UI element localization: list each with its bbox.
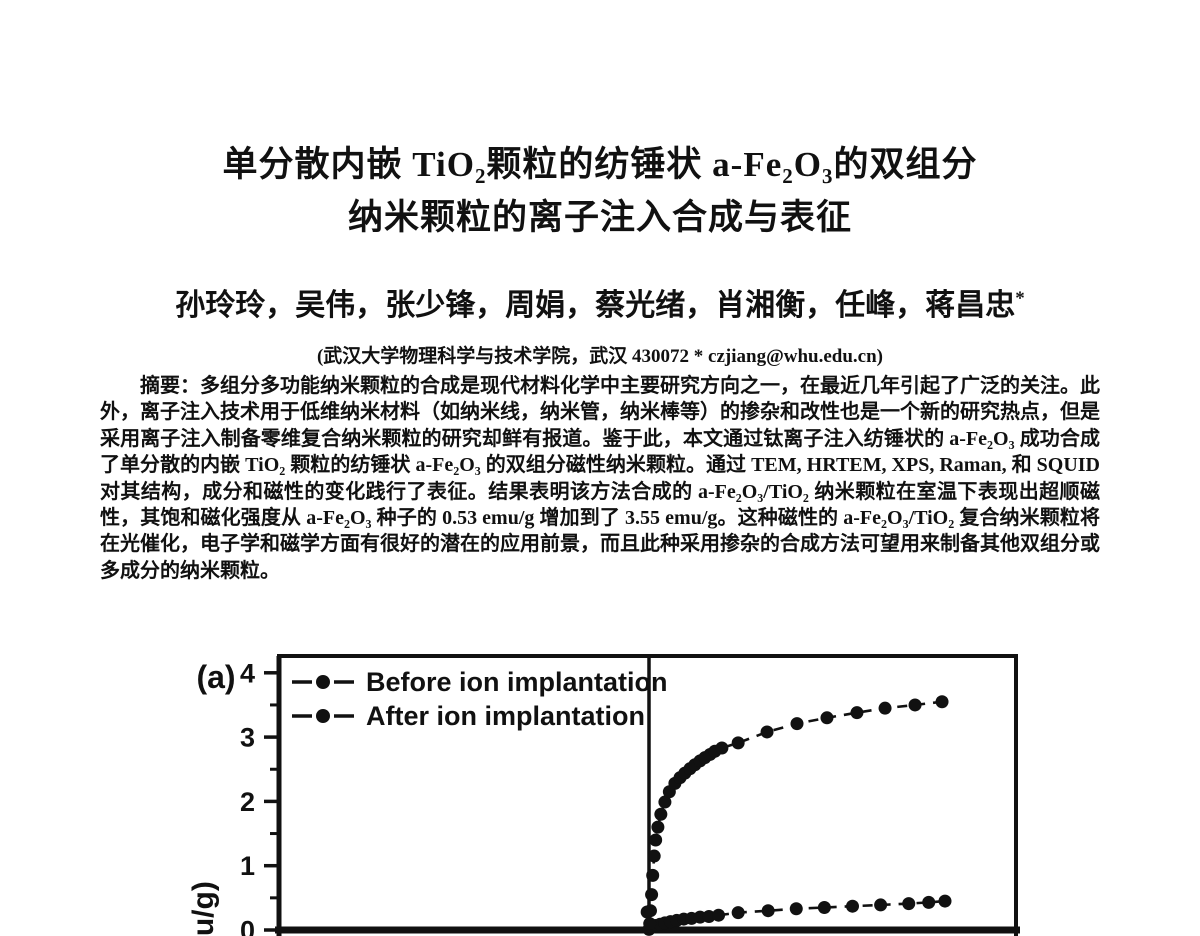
series-point-before <box>645 920 659 934</box>
legend-marker-dot <box>316 675 330 689</box>
y-axis-label: M (emu/g) <box>187 881 220 936</box>
series-point-after <box>683 762 697 776</box>
series-point-before <box>677 912 691 926</box>
series-point-after <box>850 706 864 720</box>
series-point-before <box>874 898 888 912</box>
legend-entry-label: After ion implantation <box>366 701 645 731</box>
series-point-before <box>642 922 656 936</box>
series-point-after <box>790 717 804 731</box>
paper-title-line2: 纳米颗粒的离子注入合成与表征 <box>347 198 852 237</box>
series-point-after <box>703 747 717 761</box>
paper-title: 单分散内嵌 TiO₂颗粒的纺锤状 a-Fe₂O₃的双组分 纳米颗粒的离子注入合成… <box>0 138 1200 244</box>
series-point-before <box>653 917 667 931</box>
series-point-after <box>708 744 722 758</box>
series-point-after <box>698 751 712 765</box>
abstract-label: 摘要： <box>140 375 200 397</box>
corresponding-author-mark: * <box>1015 288 1025 309</box>
series-point-before <box>712 908 726 922</box>
series-point-after <box>658 795 672 809</box>
series-point-before <box>702 909 716 923</box>
series-point-before <box>938 894 952 908</box>
series-point-before <box>658 916 672 930</box>
series-point-before <box>670 913 684 927</box>
series-point-before <box>817 900 831 914</box>
paper-title-line1: 单分散内嵌 TiO₂颗粒的纺锤状 a-Fe₂O₃的双组分 <box>222 145 978 184</box>
series-point-before <box>761 904 775 918</box>
series-point-after <box>760 725 774 739</box>
series-point-after <box>640 905 654 919</box>
series-point-before <box>693 910 707 924</box>
series-point-after <box>715 741 729 755</box>
series-point-after <box>693 754 707 768</box>
y-tick-label: 1 <box>240 851 255 881</box>
abstract-text: 多组分多功能纳米颗粒的合成是现代材料化学中主要研究方向之一，在最近几年引起了广泛… <box>100 375 1100 582</box>
y-tick-label: 2 <box>240 787 255 817</box>
series-point-after <box>668 776 682 790</box>
series-point-after <box>688 758 702 772</box>
series-point-before <box>902 897 916 911</box>
series-point-before <box>731 906 745 920</box>
series-point-after <box>651 820 665 834</box>
series-point-after <box>647 849 661 863</box>
series-point-after <box>820 711 834 725</box>
y-tick-label: 4 <box>240 658 255 688</box>
legend-marker-dot <box>316 709 330 723</box>
series-point-after <box>643 904 657 918</box>
series-point-after <box>646 868 660 882</box>
panel-label: (a) <box>196 659 235 695</box>
series-point-after <box>673 771 687 785</box>
series-point-after <box>935 695 949 709</box>
author-list: 孙玲玲，吴伟，张少锋，周娟，蔡光绪，肖湘衡，任峰，蒋昌忠* <box>0 280 1200 324</box>
author-names: 孙玲玲，吴伟，张少锋，周娟，蔡光绪，肖湘衡，任峰，蒋昌忠 <box>175 289 1016 322</box>
y-tick-label: 0 <box>240 916 255 936</box>
series-point-before <box>663 915 677 929</box>
series-point-after <box>643 917 657 931</box>
series-line-after <box>645 700 943 924</box>
series-point-after <box>645 888 659 902</box>
series-point-before <box>685 911 699 925</box>
series-point-before <box>789 902 803 916</box>
series-line-before <box>648 899 946 931</box>
y-tick-label: 3 <box>240 723 255 753</box>
series-point-after <box>678 766 692 780</box>
series-point-before <box>649 918 663 932</box>
series-point-after <box>649 833 663 847</box>
series-point-before <box>846 899 859 913</box>
legend-entry-label: Before ion implantation <box>366 667 668 697</box>
affiliation-line: (武汉大学物理科学与技术学院，武汉 430072 * czjiang@whu.e… <box>316 346 884 367</box>
series-point-after <box>731 736 745 750</box>
abstract-paragraph: 摘要：多组分多功能纳米颗粒的合成是现代材料化学中主要研究方向之一，在最近几年引起… <box>100 373 1100 584</box>
series-point-after <box>878 701 892 715</box>
series-point-after <box>654 807 668 821</box>
series-point-before <box>922 895 936 909</box>
series-point-after <box>662 785 676 799</box>
series-point-after <box>908 698 922 712</box>
